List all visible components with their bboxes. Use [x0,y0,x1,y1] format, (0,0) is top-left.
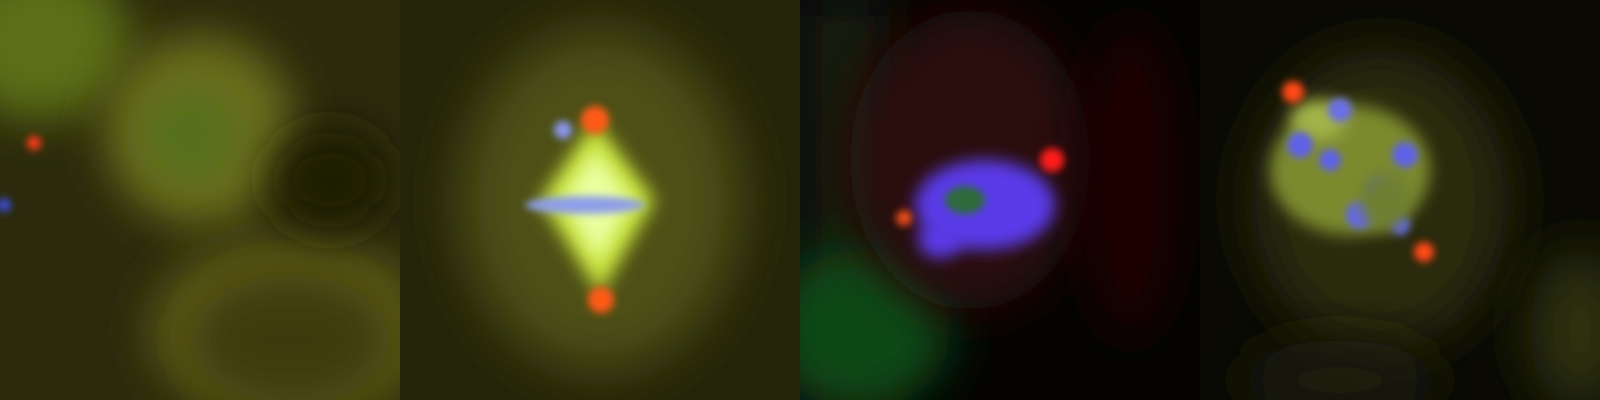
centrosome-bottom [1414,242,1434,262]
chromatin-edge [0,198,11,212]
nucleus-center [145,90,235,180]
dark-gap [270,130,390,230]
chromosome-3 [1319,149,1341,171]
centrosome-main [1040,148,1064,172]
chromosome-2 [1287,132,1313,158]
neighbor-cell [1530,250,1600,400]
spindle-image [400,0,800,400]
panel-monopolar-chromatin [800,0,1200,400]
centrosome-bottom [588,287,614,313]
lower-haze [1240,340,1440,400]
centrosome-top [581,106,609,134]
cell-top-left [0,0,130,120]
centrosome-small [896,210,912,226]
cell-bottom-interior [190,275,390,400]
monopolar-image [800,0,1200,400]
centrosome-top [1282,81,1304,103]
interphase-image [0,0,400,400]
spindle-lower [1360,170,1410,230]
scattered-image [1200,0,1600,400]
red-haze-right [1080,20,1180,340]
chromosome-4 [1392,142,1418,168]
metaphase-plate [525,196,645,214]
panel-scattered-chromosomes [1200,0,1600,400]
chromosome-1 [1328,98,1352,122]
panel-bipolar-spindle [400,0,800,400]
chromatin-upper [554,121,572,139]
green-spot [945,186,985,214]
panel-interphase-cells [0,0,400,400]
centrosome-dot [27,136,41,150]
chromatin-lobe [918,222,962,258]
